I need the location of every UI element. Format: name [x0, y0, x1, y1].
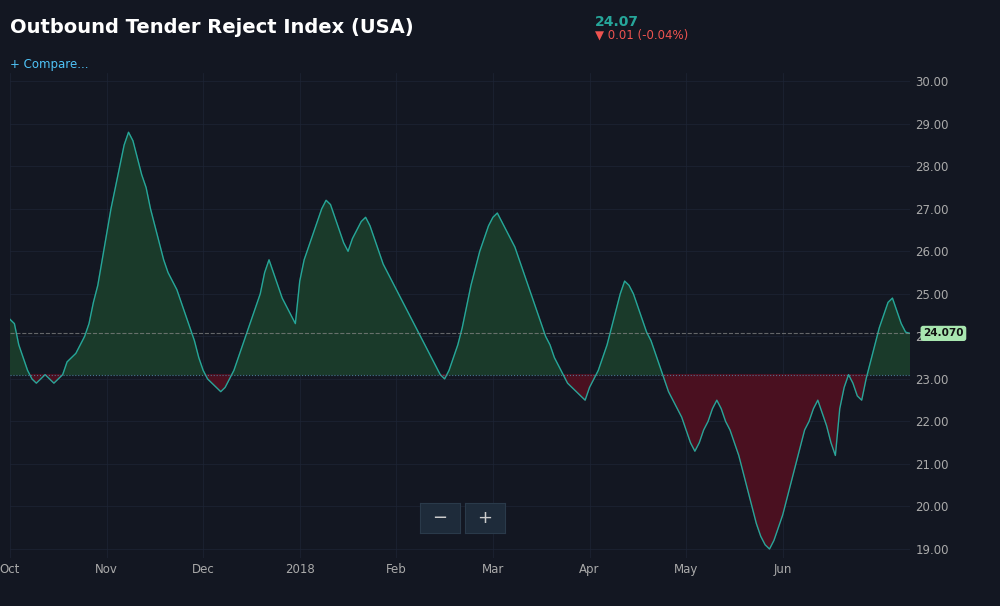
Text: + Compare...: + Compare...: [10, 58, 88, 70]
Text: +: +: [478, 509, 492, 527]
Text: 24.07: 24.07: [595, 15, 639, 29]
Text: −: −: [432, 509, 448, 527]
Text: ▼ 0.01 (-0.04%): ▼ 0.01 (-0.04%): [595, 28, 688, 41]
Text: 24.070: 24.070: [923, 328, 964, 338]
Text: Outbound Tender Reject Index (USA): Outbound Tender Reject Index (USA): [10, 18, 414, 37]
